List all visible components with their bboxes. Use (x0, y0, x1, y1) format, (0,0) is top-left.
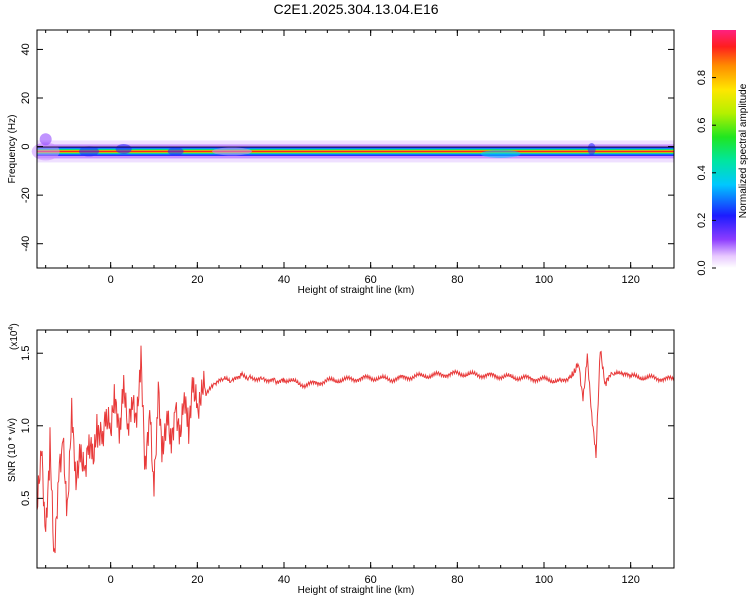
x-tick-label: 100 (535, 274, 553, 286)
y-tick-label: -40 (20, 236, 32, 252)
colorbar-tick-label: 0.8 (696, 70, 708, 85)
x-tick-label: 120 (621, 574, 639, 586)
spectrogram-frame (36, 29, 675, 269)
y-tick-label: 1.5 (20, 346, 32, 361)
spectrogram-band (31, 133, 674, 163)
x-tick-label: 80 (451, 274, 463, 286)
y-tick-label: 0.5 (20, 491, 32, 506)
svg-text:(x104): (x104) (8, 323, 20, 350)
y-tick-label: 0 (20, 144, 32, 150)
spectral-blob (587, 143, 596, 155)
snr-frame (36, 329, 675, 569)
spectral-blob (79, 146, 99, 157)
colorbar: 0.0 0.2 0.4 0.6 0.8 Normalized spectral ampl… (696, 30, 749, 276)
colorbar-gradient (712, 30, 736, 268)
snr-scale-base: (x10 (9, 330, 20, 350)
spectrogram-panel: 0 20 40 60 80 100 120 -40 -20 0 20 40 Height of str… (7, 29, 675, 296)
x-tick-label: 40 (278, 574, 290, 586)
spectral-blob (167, 147, 184, 156)
snr-series-line (36, 345, 675, 554)
spectral-blob (115, 144, 132, 154)
spectral-blob (480, 149, 521, 158)
spectral-blob (39, 133, 52, 146)
x-tick-label: 0 (108, 274, 114, 286)
snr-ylabel: SNR (10 * v/v) (7, 418, 18, 482)
x-tick-label: 20 (191, 574, 203, 586)
spectrogram-xlabel: Height of straight line (km) (298, 285, 415, 296)
snr-xlabel: Height of straight line (km) (298, 585, 415, 596)
spectrogram-ticks: 0 20 40 60 80 100 120 -40 -20 0 20 40 (20, 30, 675, 286)
x-tick-label: 0 (108, 574, 114, 586)
x-tick-label: 60 (365, 274, 377, 286)
x-tick-label: 60 (365, 574, 377, 586)
spectrogram-ylabel: Frequency (Hz) (7, 115, 18, 184)
x-tick-label: 120 (621, 274, 639, 286)
snr-ticks: 0 20 40 60 80 100 120 0.5 1.0 1.5 (20, 330, 675, 586)
chart-title: C2E1.2025.304.13.04.E16 (273, 1, 438, 17)
x-tick-label: 100 (535, 574, 553, 586)
spectral-blob (212, 147, 252, 156)
colorbar-tick-label: 0.6 (696, 118, 708, 133)
y-tick-label: -20 (20, 187, 32, 203)
snr-scale-exponent: 4 (8, 327, 15, 331)
colorbar-tick-label: 0.0 (696, 260, 708, 275)
x-tick-label: 40 (278, 274, 290, 286)
snr-scale-note: (x104) (8, 323, 20, 350)
colorbar-tick-label: 0.4 (696, 165, 708, 180)
y-tick-label: 1.0 (20, 418, 32, 433)
snr-panel: 0 20 40 60 80 100 120 0.5 1.0 1.5 Height of strai… (7, 323, 675, 596)
x-tick-label: 80 (451, 574, 463, 586)
colorbar-tick-label: 0.2 (696, 213, 708, 228)
spectral-band-layer (37, 150, 674, 153)
y-tick-label: 20 (20, 92, 32, 104)
y-tick-label: 40 (20, 43, 32, 55)
colorbar-label: Normalized spectral amplitude (738, 83, 749, 218)
x-tick-label: 20 (191, 274, 203, 286)
